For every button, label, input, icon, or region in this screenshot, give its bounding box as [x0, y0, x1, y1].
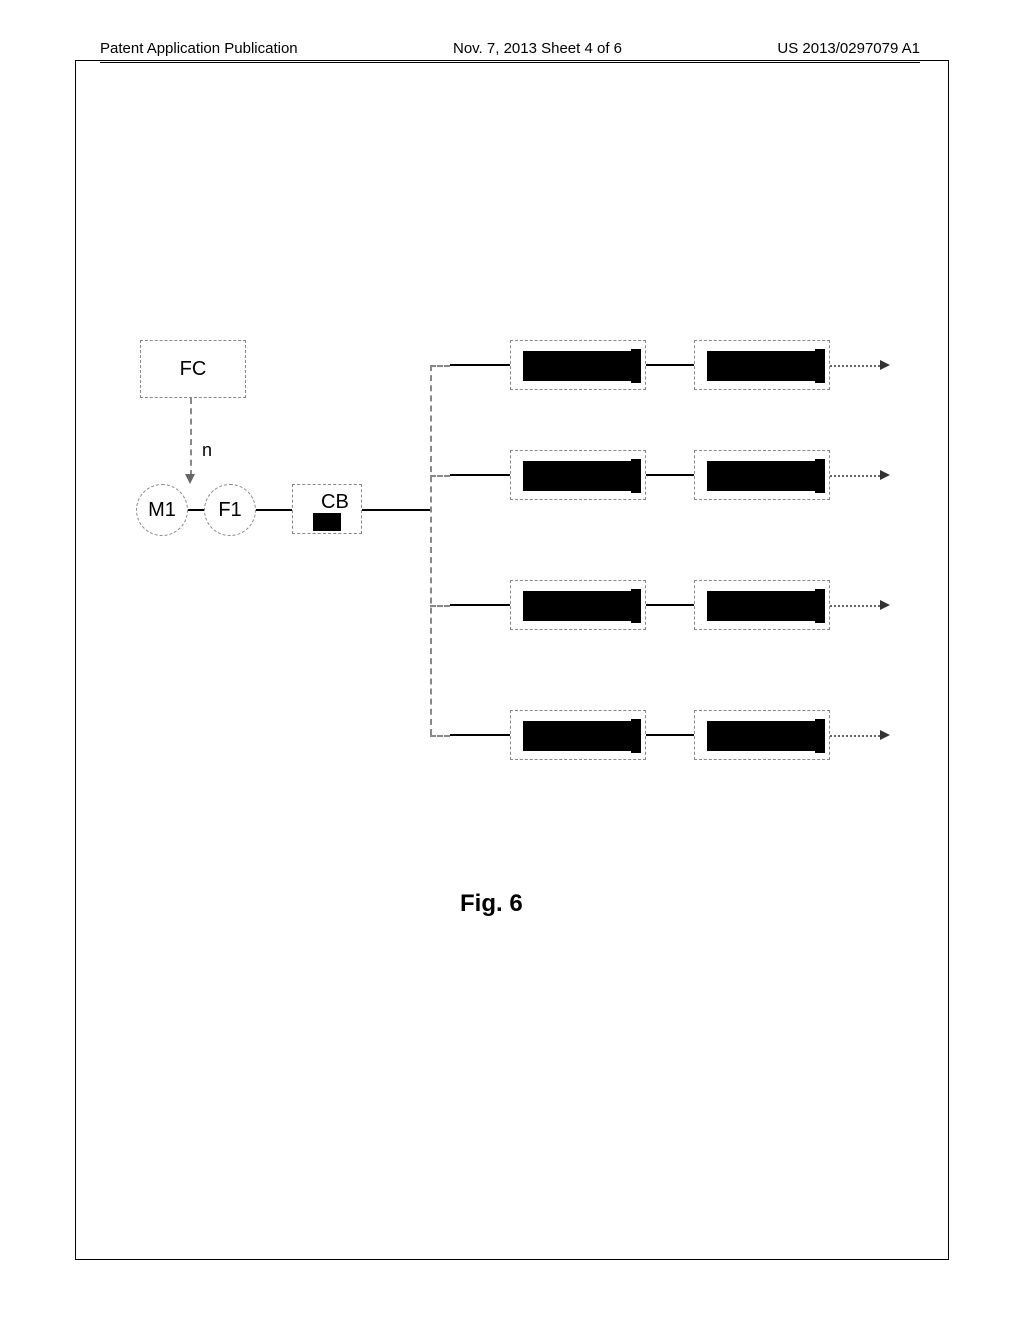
cell-r3c1-inner: [523, 591, 631, 621]
cell-r3c1-tab: [631, 589, 641, 623]
cell-r3c2-inner: [707, 591, 815, 621]
row2-line-b: [646, 474, 694, 476]
row4-line-b: [646, 734, 694, 736]
cb-inner-block: [313, 513, 341, 531]
cell-r2c1-inner: [523, 461, 631, 491]
row2-line-a: [450, 474, 510, 476]
row2-arrow-line: [830, 475, 880, 477]
f1-node: F1: [204, 484, 256, 536]
fc-node: FC: [140, 340, 246, 398]
cell-r4c1-tab: [631, 719, 641, 753]
row1-arrow-head: [880, 360, 890, 370]
bus-branch-1: [430, 365, 450, 367]
cell-r4c2-tab: [815, 719, 825, 753]
cell-r1c1-tab: [631, 349, 641, 383]
row1-arrow-line: [830, 365, 880, 367]
row3-arrow-line: [830, 605, 880, 607]
header-right: US 2013/0297079 A1: [777, 40, 920, 57]
row4-arrow-head: [880, 730, 890, 740]
cell-r2c2-inner: [707, 461, 815, 491]
cell-r4c1-outer: [510, 710, 646, 760]
cell-r3c1-outer: [510, 580, 646, 630]
cb-label: CB: [321, 491, 349, 514]
row3-line-a: [450, 604, 510, 606]
row2-arrow-head: [880, 470, 890, 480]
bus-branch-3: [430, 605, 450, 607]
cell-r4c1-inner: [523, 721, 631, 751]
cell-r3c2-outer: [694, 580, 830, 630]
row1-line-a: [450, 364, 510, 366]
cell-r1c2-tab: [815, 349, 825, 383]
m1-f1-line: [188, 509, 204, 511]
cb-out-line: [362, 509, 432, 511]
cell-r2c1-outer: [510, 450, 646, 500]
fc-label: FC: [180, 358, 207, 381]
cell-r4c2-outer: [694, 710, 830, 760]
row3-arrow-head: [880, 600, 890, 610]
page-header: Patent Application Publication Nov. 7, 2…: [100, 40, 920, 57]
cell-r4c2-inner: [707, 721, 815, 751]
cell-r1c2-inner: [707, 351, 815, 381]
cb-node: CB: [292, 484, 362, 534]
bus-branch-2: [430, 475, 450, 477]
row3-line-b: [646, 604, 694, 606]
figure-caption: Fig. 6: [460, 890, 523, 918]
diagram: FC n M1 F1 CB: [130, 340, 930, 940]
m1-node: M1: [136, 484, 188, 536]
row1-line-b: [646, 364, 694, 366]
cell-r2c2-tab: [815, 459, 825, 493]
row4-arrow-line: [830, 735, 880, 737]
header-left: Patent Application Publication: [100, 40, 298, 57]
n-label: n: [202, 440, 212, 461]
cell-r2c1-tab: [631, 459, 641, 493]
cell-r1c1-inner: [523, 351, 631, 381]
cell-r1c2-outer: [694, 340, 830, 390]
bus-branch-4: [430, 735, 450, 737]
f1-label: F1: [218, 499, 241, 522]
cell-r3c2-tab: [815, 589, 825, 623]
header-center: Nov. 7, 2013 Sheet 4 of 6: [453, 40, 622, 57]
fc-to-m1-line: [190, 398, 192, 476]
fc-to-m1-arrow: [185, 474, 195, 484]
cell-r2c2-outer: [694, 450, 830, 500]
bus-vertical: [430, 365, 432, 735]
m1-label: M1: [148, 499, 176, 522]
row4-line-a: [450, 734, 510, 736]
cell-r1c1-outer: [510, 340, 646, 390]
f1-cb-line: [256, 509, 292, 511]
